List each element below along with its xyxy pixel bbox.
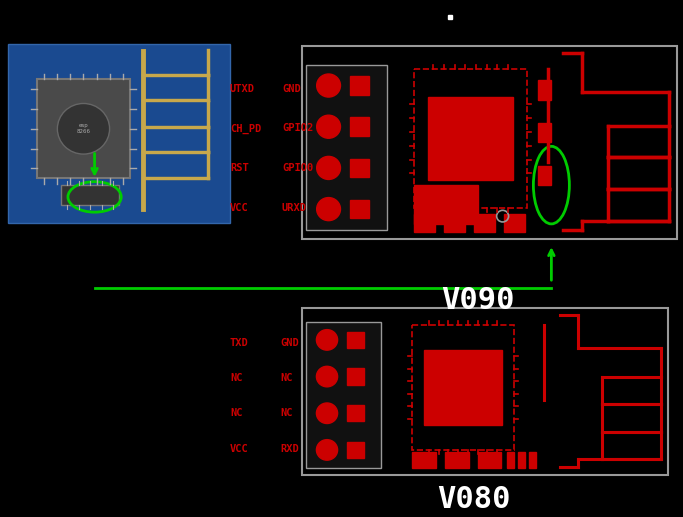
Bar (428, 97, 514, 180)
Circle shape (316, 330, 337, 350)
Bar (538, 81, 551, 100)
Bar (415, 185, 478, 224)
Text: GND: GND (280, 338, 298, 347)
Circle shape (316, 403, 337, 423)
Circle shape (317, 74, 340, 97)
Circle shape (316, 367, 337, 387)
Text: UTXD: UTXD (230, 84, 255, 94)
Bar (350, 77, 370, 95)
Bar (529, 451, 535, 468)
Circle shape (57, 103, 109, 154)
Text: V080: V080 (437, 484, 511, 513)
Bar (347, 442, 364, 458)
Text: RST: RST (230, 163, 249, 173)
Bar (306, 65, 387, 230)
Circle shape (317, 156, 340, 179)
Bar (347, 368, 364, 385)
Text: TXD: TXD (230, 338, 249, 347)
Bar (445, 451, 469, 468)
Circle shape (316, 439, 337, 460)
Bar (412, 325, 514, 450)
Bar (505, 214, 525, 232)
Text: NC: NC (230, 408, 242, 418)
Bar (306, 322, 381, 468)
Bar (302, 45, 677, 239)
Text: RXD: RXD (280, 444, 298, 454)
Bar (350, 200, 370, 218)
Bar (8, 43, 230, 223)
Text: URXD: URXD (282, 203, 307, 213)
Bar (415, 214, 435, 232)
Bar (412, 451, 436, 468)
Bar (424, 350, 502, 425)
Bar (475, 214, 495, 232)
Bar (477, 451, 501, 468)
Text: VCC: VCC (230, 444, 249, 454)
Bar (347, 405, 364, 421)
Circle shape (317, 197, 340, 221)
Bar (507, 451, 514, 468)
Bar (538, 166, 551, 185)
Text: GND: GND (282, 84, 301, 94)
Text: NC: NC (280, 373, 292, 383)
Bar (302, 308, 668, 475)
Text: CH_PD: CH_PD (230, 124, 262, 133)
Circle shape (317, 115, 340, 138)
Bar (445, 214, 465, 232)
Text: GPIO2: GPIO2 (282, 124, 313, 133)
Text: esp
8266: esp 8266 (76, 124, 90, 134)
Text: NC: NC (280, 408, 292, 418)
Bar (415, 69, 527, 208)
Bar (37, 80, 130, 178)
Bar (350, 117, 370, 136)
Bar (518, 451, 525, 468)
Bar (61, 185, 119, 205)
Text: NC: NC (230, 373, 242, 383)
Text: V090: V090 (441, 286, 515, 315)
Bar (347, 331, 364, 348)
Text: GPIO0: GPIO0 (282, 163, 313, 173)
Bar (350, 159, 370, 177)
Text: VCC: VCC (230, 203, 249, 213)
Bar (538, 123, 551, 143)
